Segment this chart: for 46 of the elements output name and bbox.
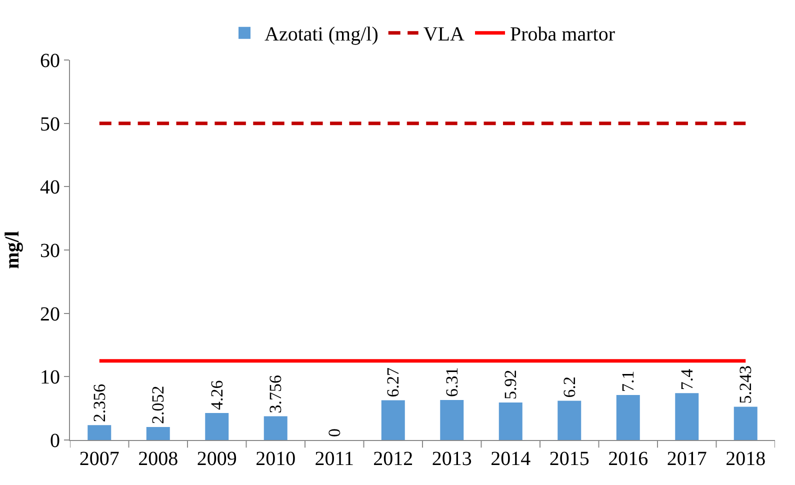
bar: [146, 427, 170, 440]
data-label: 2.052: [148, 386, 168, 424]
data-label: 2.356: [90, 384, 109, 422]
data-label: 5.92: [501, 370, 520, 400]
y-axis-title: mg/l: [2, 230, 24, 269]
x-tick-label: 2015: [549, 448, 590, 470]
data-label: 6.31: [442, 367, 462, 398]
x-tick-label: 2018: [726, 448, 766, 470]
bar: [616, 395, 640, 440]
x-tick-label: 2016: [608, 448, 648, 470]
bar: [734, 406, 758, 440]
data-label: 4.26: [207, 380, 226, 410]
x-tick-label: 2007: [79, 448, 120, 470]
x-tick-label: 2014: [490, 448, 531, 470]
x-tick-label: 2013: [432, 448, 472, 470]
data-label: 7.1: [618, 370, 638, 392]
bar: [440, 400, 464, 440]
bar: [675, 393, 699, 440]
y-tick-label: 0: [50, 430, 60, 452]
legend-label: Proba martor: [510, 24, 616, 46]
legend-label: VLA: [423, 24, 466, 46]
y-tick-label: 10: [40, 366, 60, 389]
data-label: 6.27: [384, 367, 403, 398]
data-label: 6.2: [560, 376, 579, 398]
bar: [88, 425, 112, 440]
y-tick-label: 20: [40, 303, 60, 326]
data-label: 0: [324, 428, 344, 437]
x-tick-label: 2017: [666, 448, 707, 470]
x-tick-label: 2009: [196, 448, 237, 470]
y-tick-label: 30: [40, 240, 60, 262]
bar: [558, 400, 582, 440]
bar: [205, 413, 229, 440]
data-label: 3.756: [266, 374, 286, 414]
y-tick-label: 40: [40, 176, 60, 199]
x-tick-label: 2008: [138, 448, 178, 470]
bar: [381, 400, 405, 440]
bar: [264, 416, 288, 440]
y-tick-label: 50: [40, 113, 60, 136]
legend-label: Azotati (mg/l): [264, 24, 378, 46]
x-tick-label: 2011: [314, 448, 354, 470]
y-tick-label: 60: [40, 50, 60, 72]
data-label: 5.243: [736, 366, 756, 404]
x-tick-label: 2010: [256, 448, 296, 470]
data-label: 7.4: [677, 368, 696, 390]
bar: [498, 402, 522, 440]
x-tick-label: 2012: [373, 448, 414, 470]
